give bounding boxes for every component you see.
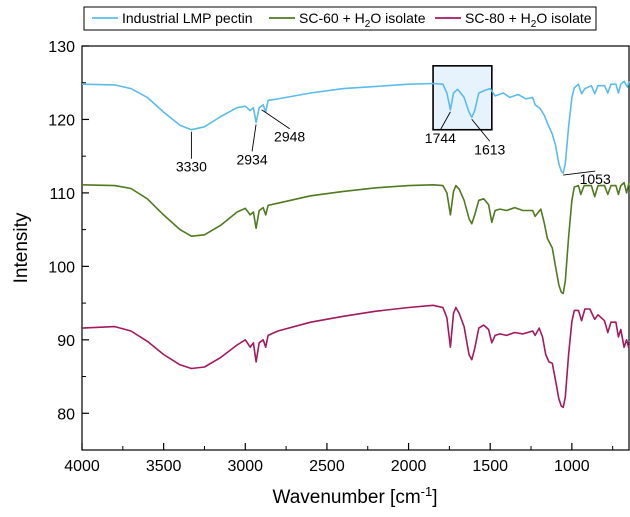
series-layer xyxy=(81,80,630,409)
y-tick-label: 80 xyxy=(57,406,75,423)
x-tick-label: 3000 xyxy=(227,458,263,475)
annotation-label: 1053 xyxy=(580,171,611,187)
y-axis-title: Intensity xyxy=(11,212,32,283)
y-tick-label: 110 xyxy=(49,186,75,203)
series-line-1 xyxy=(81,181,630,295)
series-line-0 xyxy=(81,80,630,174)
annotation-layer: 3330 2934 2948 1744 1613 1053 xyxy=(176,109,611,187)
legend-label-industrial: Industrial LMP pectin xyxy=(122,10,252,26)
legend: Industrial LMP pectin SC-60 + H2O isolat… xyxy=(83,6,597,31)
y-axis-ticks: 80 90 100 110 120 130 xyxy=(48,39,89,423)
x-axis-title: Wavenumber [cm-1] xyxy=(272,484,437,508)
legend-box xyxy=(83,6,597,31)
x-axis-ticks: 4000 3500 3000 2500 2000 1500 1000 xyxy=(64,443,614,475)
x-tick-label: 2000 xyxy=(391,458,427,475)
annotation-label: 2934 xyxy=(236,151,267,167)
series-line-2 xyxy=(81,304,630,409)
annotation-label: 2948 xyxy=(274,129,305,145)
annotation-leader xyxy=(563,170,596,176)
y-tick-label: 120 xyxy=(48,112,75,129)
legend-label-sc60: SC-60 + H2O isolate xyxy=(299,10,426,30)
annotation-leader xyxy=(261,109,290,130)
annotation-leader xyxy=(251,124,257,152)
y-tick-label: 130 xyxy=(48,39,75,56)
y-tick-label: 90 xyxy=(57,333,75,350)
plot-frame xyxy=(81,45,630,451)
x-tick-label: 1000 xyxy=(554,458,590,475)
legend-label-sc80: SC-80 + H2O isolate xyxy=(465,10,592,30)
x-tick-label: 2500 xyxy=(309,458,345,475)
annotation-leader xyxy=(439,111,451,131)
annotation-label: 1613 xyxy=(474,141,505,157)
x-tick-label: 3500 xyxy=(146,458,182,475)
y-tick-label: 100 xyxy=(48,259,75,276)
highlight-box xyxy=(432,65,493,131)
annotation-label: 3330 xyxy=(176,159,207,175)
annotation-leader xyxy=(471,118,491,142)
annotation-label: 1744 xyxy=(425,130,456,146)
x-tick-label: 1500 xyxy=(472,458,508,475)
x-tick-label: 4000 xyxy=(64,458,100,475)
